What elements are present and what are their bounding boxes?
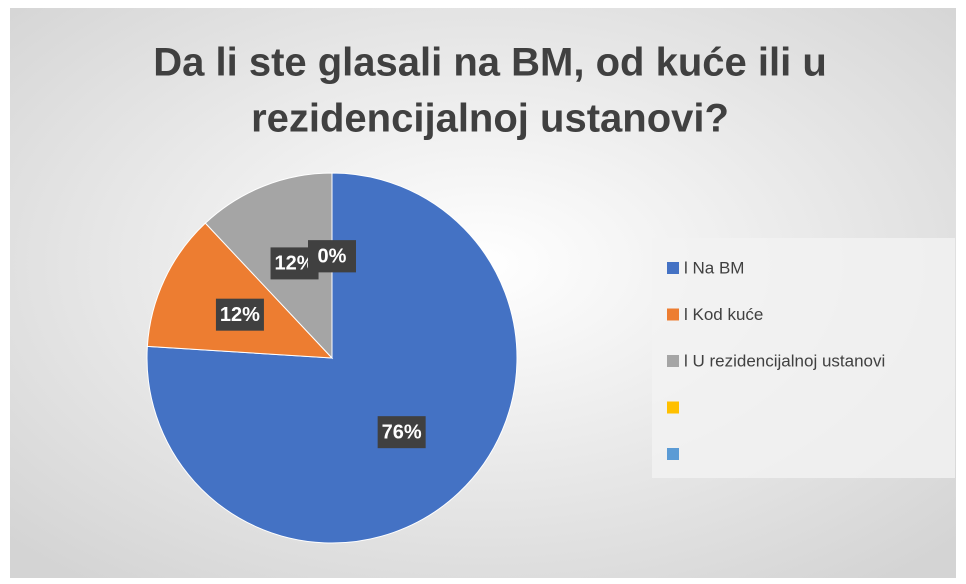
- legend-swatch: [667, 448, 679, 460]
- chart-title: Da li ste glasali na BM, od kuće ili u: [153, 41, 827, 85]
- data-label: 12%: [215, 298, 264, 331]
- legend-label: l Kod kuće: [684, 305, 763, 324]
- data-label-text: 12%: [275, 253, 315, 275]
- data-label: 76%: [377, 416, 426, 449]
- data-label: 0%: [308, 240, 356, 273]
- legend-swatch: [667, 308, 679, 321]
- data-label-box: [377, 416, 426, 449]
- pie-slice: [146, 222, 334, 359]
- pie-slice: [204, 172, 333, 360]
- data-label-text: 76%: [382, 421, 422, 443]
- data-label-text: 0%: [318, 246, 347, 268]
- legend-swatch: [667, 262, 679, 274]
- data-label-box: [308, 240, 356, 273]
- data-label-text: 12%: [220, 304, 260, 326]
- chart-title: rezidencijalnoj ustanovi?: [251, 97, 729, 141]
- data-label-box: [215, 298, 264, 331]
- legend-swatch: [667, 401, 679, 414]
- pie-slice: [146, 172, 518, 544]
- legend-label: l Na BM: [684, 258, 744, 277]
- legend-label: l U rezidencijalnoj ustanovi: [684, 351, 885, 370]
- legend-swatch: [667, 355, 679, 367]
- legend-box: [652, 238, 955, 478]
